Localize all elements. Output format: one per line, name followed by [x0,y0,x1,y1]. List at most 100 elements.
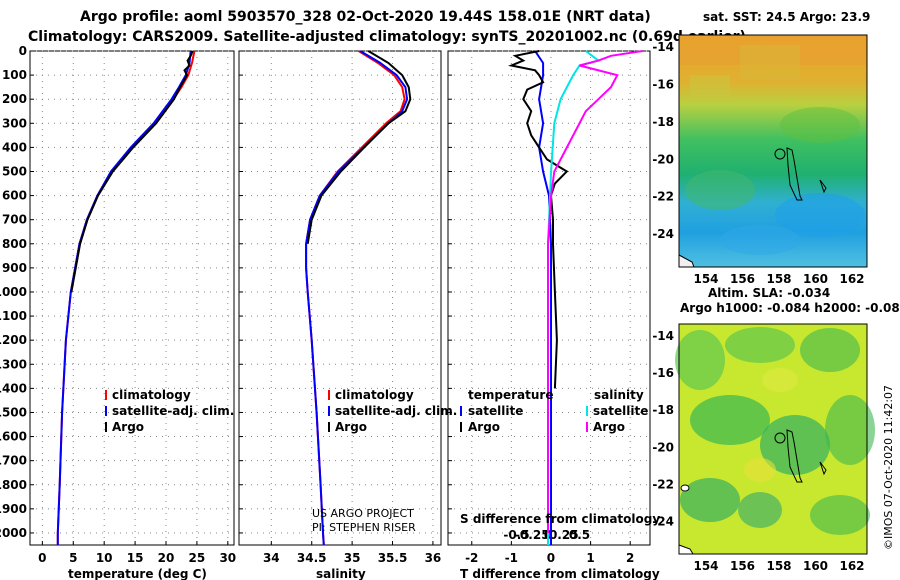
sla-map-title-line2: Argo h1000: -0.084 h2000: -0.089 [680,301,900,315]
depth-tick-label: 1300 [0,357,27,371]
depth-tick-label: 1600 [0,430,27,444]
depth-tick-label: 1400 [0,381,27,395]
legend-temperature-title: temperature [468,388,553,402]
temperature-profiles [56,50,196,545]
depth-tick-label: 400 [2,140,27,154]
lon-tick-label: 156 [730,272,755,286]
depth-tick-label: 200 [2,92,27,106]
depth-tick-label: 1100 [0,309,27,323]
depth-tick-labels: 0 100 200 300 400 500 600 700 800 900 1000 1100 1200… [0,44,27,540]
legend-argo-label: Argo [335,420,367,434]
sla-map-panel: Altim. SLA: -0.034 Argo h1000: -0.084 h2… [652,286,900,573]
x-tick-label: 25 [189,551,206,565]
salinity-panel: 34 34.5 35 35.5 36 salinity climatology sate… [238,50,457,580]
lat-tick-label: -22 [652,477,674,491]
t-difference-axis-label: T difference from climatology [460,567,660,580]
sla-map-title-line1: Altim. SLA: -0.034 [708,286,830,300]
depth-tick-label: 2000 [0,526,27,540]
depth-tick-label: 1000 [0,285,27,299]
profile-temperature-satellite [534,50,552,545]
x-tick-label: 5 [69,551,77,565]
depth-tick-label: 1900 [0,502,27,516]
pi-annotation: PI: STEPHEN RISER [312,521,416,534]
legend-salinity-title: salinity [594,388,644,402]
lat-tick-label: -20 [652,152,674,166]
lat-tick-label: -24 [652,514,674,528]
lat-tick-label: -22 [652,190,674,204]
lon-tick-label: 160 [803,559,828,573]
depth-tick-label: 1800 [0,478,27,492]
profile-argo [306,50,412,244]
x-tick-label: 30 [219,551,236,565]
x-tick-label: 36 [425,551,442,565]
s-difference-axis-label: S difference from climatology [460,512,660,526]
difference-legend: temperature salinity satellite Argo sate… [460,388,648,434]
sst-lon-tick-labels: 154 156 158 160 162 [693,272,864,286]
temperature-legend: climatology satellite-adj. clim. Argo [105,388,234,434]
s-tick-label: 0.25 [549,528,579,542]
x-tick-label: 35.5 [378,551,408,565]
sla-lon-tick-labels: 154 156 158 160 162 [693,559,864,573]
legend-satellite-label: satellite-adj. clim. [335,404,457,418]
salinity-tick-labels: 34 34.5 35 35.5 36 [263,551,441,565]
sst-map-image [678,35,867,268]
depth-tick-label: 800 [2,237,27,251]
profile-climatology [56,50,196,545]
legend-t-argo-label: Argo [468,420,500,434]
header-line2: Climatology: CARS2009. Satellite-adjuste… [28,29,746,45]
lat-tick-label: -18 [652,403,674,417]
temperature-axis-label: temperature (deg C) [68,567,207,580]
sst-map-panel: sat. SST: 24.5 Argo: 23.9 -14 -16 -18 -20 -2… [652,10,870,286]
depth-tick-label: 300 [2,116,27,130]
x-tick-label: 0 [38,551,46,565]
lat-tick-label: -18 [652,115,674,129]
sla-map-frame [678,323,868,555]
sst-map-frame [678,34,868,268]
lon-tick-label: 154 [693,559,718,573]
s-tick-label: -0.5 [503,528,529,542]
header-line1: Argo profile: aoml 5903570_328 02-Oct-20… [80,9,651,25]
sst-lat-tick-labels: -14 -16 -18 -20 -22 -24 [652,40,674,241]
legend-s-satellite-label: satellite [593,404,648,418]
profile-satellite-adj-clim- [305,50,409,546]
lon-tick-label: 154 [693,272,718,286]
lon-tick-label: 156 [730,559,755,573]
imos-stamp: ©IMOS 07-Oct-2020 11:42:07 [882,385,895,550]
depth-tick-label: 1500 [0,405,27,419]
lon-tick-label: 158 [766,559,791,573]
x-tick-label: 0 [547,551,555,565]
legend-argo-label: Argo [112,420,144,434]
depth-tick-label: 0 [19,44,27,58]
x-tick-label: 2 [626,551,634,565]
lat-tick-label: -20 [652,440,674,454]
legend-s-argo-label: Argo [593,420,625,434]
lat-tick-label: -14 [652,329,674,343]
sst-map-title: sat. SST: 24.5 Argo: 23.9 [703,10,870,24]
profile-salinity-argo [547,50,643,533]
depth-tick-label: 1700 [0,454,27,468]
salinity-plot-frame [238,50,442,546]
x-tick-label: 20 [158,551,175,565]
profile-temperature-argo [507,50,569,389]
legend-climatology-label: climatology [112,388,191,402]
depth-tick-label: 100 [2,68,27,82]
s-tick-label: -0.25 [515,528,550,542]
sla-lat-tick-labels: -14 -16 -18 -20 -22 -24 [652,329,674,528]
x-tick-label: 10 [96,551,113,565]
x-tick-label: 35 [344,551,361,565]
project-annotation: US ARGO PROJECT [312,507,414,520]
salinity-legend: climatology satellite-adj. clim. Argo [328,388,457,434]
x-tick-label: 1 [586,551,594,565]
temperature-tick-labels: 0 5 10 15 20 25 30 [38,551,236,565]
profile-argo [70,50,194,293]
depth-tick-label: 900 [2,261,27,275]
x-tick-label: -1 [505,551,518,565]
depth-tick-label: 700 [2,213,27,227]
lat-tick-label: -24 [652,227,674,241]
lat-tick-label: -16 [652,366,674,380]
difference-panel: -2 -1 0 1 2 -0.5-0.25 0 0.250.5 S difference f… [447,50,660,580]
legend-climatology-label: climatology [335,388,414,402]
x-tick-label: -2 [465,551,478,565]
depth-tick-label: 1200 [0,333,27,347]
